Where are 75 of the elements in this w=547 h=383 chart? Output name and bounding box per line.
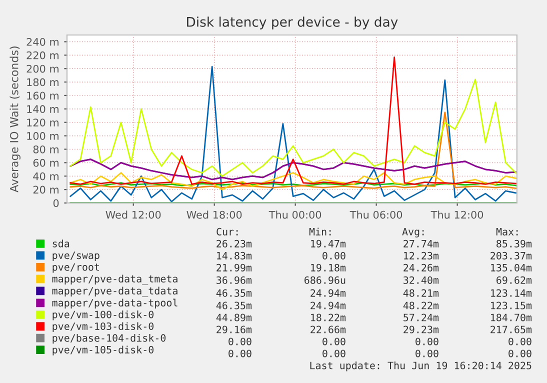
text: 44.89m [216,314,252,322]
legend-label: sda [52,240,70,248]
text: 24.26m [404,264,439,272]
text: 19.47m [311,240,346,248]
text: 0.00 [228,338,252,346]
text: 0.00 [322,350,346,358]
y-tick-label: 80 m [33,145,58,154]
text: 21.99m [216,264,252,272]
y-tick-label: 160 m [27,92,58,100]
legend-label: mapper/pve-data_tmeta [52,274,178,285]
text: 85.39m [496,240,532,248]
text: 48.22m [403,302,439,310]
legend-label: pve/vm-100-disk-0 [52,310,154,320]
text: 0.00 [322,252,346,260]
text: 123.14m [491,289,532,297]
y-tick-label: 60 m [33,158,58,167]
x-tick-label: Wed 18:00 [186,210,242,219]
text: 36.96m [216,276,252,284]
text: Max: [496,228,518,236]
chart-title: Disk latency per device - by day [187,16,398,30]
x-tick-label: Thu 00:00 [268,210,322,219]
text: 22.66m [310,326,346,334]
text: 0.00 [228,350,252,358]
legend-label: pve/vm-105-disk-0 [52,346,154,356]
text: 18.22m [311,314,346,322]
x-tick-label: Thu 06:00 [350,210,402,219]
legend-label: mapper/pve-data-tpool [52,298,178,308]
y-tick-label: 0 [53,199,59,208]
y-tick-label: 220 m [26,51,58,60]
y-tick-label: 100 m [27,132,58,140]
text: 46.35m [216,289,252,297]
legend-label: pve/vm-103-disk-0 [52,322,154,332]
y-tick-label: 240 m [26,38,58,46]
text: Min: [309,228,331,236]
text: 57.24m [404,314,439,322]
y-tick-label: 20 m [33,186,58,194]
text: 48.21m [403,289,439,297]
y-tick-label: 140 m [27,105,58,114]
text: 686.96u [304,276,346,284]
text: 0.00 [508,338,532,346]
text: 12.23m [404,252,439,260]
x-tick-label: Wed 12:00 [106,210,161,219]
y-axis-title: Average IO Wait (seconds) [10,46,20,192]
text: 24.94m [310,289,346,297]
y-tick-label: 120 m [27,118,58,126]
text: 123.15m [491,302,532,310]
legend-label: pve/base-104-disk-0 [52,334,166,344]
text: 0.00 [322,338,346,346]
text: 29.16m [216,326,252,334]
text: 69.62m [496,276,532,284]
x-tick-label: Thu 12:00 [430,210,484,219]
text: 184.70m [491,314,532,322]
text: 0.00 [508,350,532,358]
text: 0.00 [416,338,438,346]
text: 46.35m [216,302,252,310]
legend-label: mapper/pve-data_tdata [52,286,178,297]
text: Last update: Thu Jun 19 16:20:14 2025 [310,362,532,372]
text: 29.23m [404,326,439,334]
text: 135.04m [491,264,532,272]
legend-label: pve/root [52,263,100,273]
text: 0.00 [416,350,438,358]
text: Avg: [402,228,424,238]
text: Cur: [216,228,238,236]
legend-label: pve/swap [52,252,100,262]
text: 203.37m [490,252,532,260]
y-tick-label: 180 m [27,78,58,86]
text: 27.74m [404,240,439,248]
text: 19.18m [311,264,346,272]
text: 24.94m [310,302,346,310]
y-tick-label: 40 m [33,172,58,180]
text: 26.23m [216,240,252,248]
text: 217.65m [490,326,532,334]
text: 32.40m [404,276,439,284]
text: 14.83m [217,252,252,260]
y-tick-label: 200 m [26,64,58,73]
